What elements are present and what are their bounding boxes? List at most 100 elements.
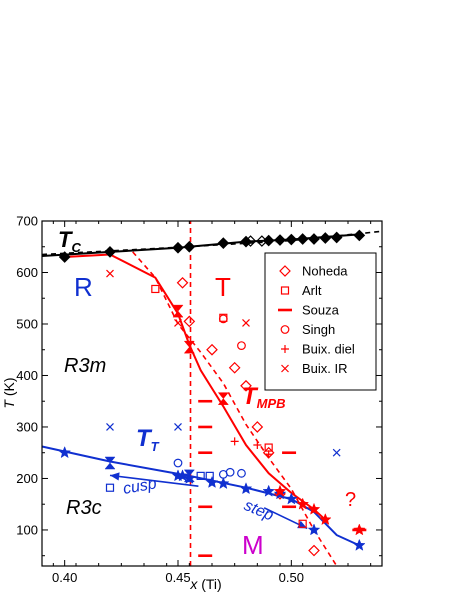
data-point-2-0 xyxy=(218,314,228,324)
data-point-14-0-shape xyxy=(244,235,257,247)
r3c-label: R3c xyxy=(66,497,102,519)
data-point-1-0 xyxy=(151,284,160,294)
legend-label-2: Souza xyxy=(302,303,340,318)
data-point-10-0 xyxy=(273,484,287,497)
data-point-9-6 xyxy=(239,482,253,495)
legend-marker-5 xyxy=(281,364,289,373)
data-point-3-1-shape xyxy=(253,440,262,449)
data-point-13-6-shape xyxy=(262,234,275,247)
y-axis-title-unit: (K) xyxy=(1,377,17,396)
data-point-12-0-shape xyxy=(104,456,116,470)
data-point-9-0 xyxy=(58,446,72,459)
data-point-10-1 xyxy=(296,497,310,510)
data-point-0-3-shape xyxy=(228,361,241,374)
data-point-4-1 xyxy=(174,319,182,327)
series-7 xyxy=(173,458,246,479)
data-point-13-2-shape xyxy=(172,241,184,254)
legend-items: Noheda Arlt Souza Singh Buix. diel Buix. IR xyxy=(278,264,355,376)
legend-label-0: Noheda xyxy=(302,264,348,279)
tt-label-sub: T xyxy=(151,439,160,454)
data-point-13-4-shape xyxy=(217,237,230,249)
series-5 xyxy=(106,423,341,457)
axis-ticks: 0.40 0.45 0.50 100 200 300 400 500 600 700 xyxy=(16,214,382,585)
data-point-4-0 xyxy=(106,269,114,278)
tmpb-label-main: T xyxy=(242,383,259,410)
data-point-13-2 xyxy=(172,241,184,254)
x-tick-label-2: 0.50 xyxy=(279,570,304,585)
data-point-9-5 xyxy=(216,476,230,490)
data-point-9-5-shape xyxy=(216,476,230,490)
data-point-12-1-shape xyxy=(183,469,195,483)
data-point-13-1-shape xyxy=(104,246,116,258)
data-point-5-0 xyxy=(106,423,114,431)
question-mark-label: ? xyxy=(345,489,356,511)
data-point-2-1-shape xyxy=(237,341,246,351)
tt-label-main: T xyxy=(136,425,153,452)
data-point-0-8-shape xyxy=(308,544,320,557)
data-point-10-1-shape xyxy=(296,497,310,510)
data-point-13-7 xyxy=(274,234,286,246)
x-axis-title-main: x xyxy=(189,576,198,592)
legend-marker-1 xyxy=(280,286,290,295)
data-point-13-13 xyxy=(353,229,366,242)
curve-1 xyxy=(41,230,383,256)
y-tick-label-2: 300 xyxy=(16,419,38,434)
legend-marker-1-shape xyxy=(280,286,290,295)
x-tick-label-0: 0.40 xyxy=(52,570,77,585)
legend-label-1: Arlt xyxy=(302,283,322,298)
data-point-11-1 xyxy=(183,340,195,354)
legend-label-3: Singh xyxy=(302,322,335,337)
step-label: step xyxy=(241,497,276,525)
x-axis-title: x (Ti) xyxy=(189,576,221,592)
data-point-4-1-shape xyxy=(174,319,182,327)
arrow-0 xyxy=(109,472,199,487)
arrow-0-shaft xyxy=(109,474,199,487)
data-point-1-3-shape xyxy=(298,519,307,528)
data-point-6-0-shape xyxy=(105,483,115,492)
data-point-5-0-shape xyxy=(106,423,114,431)
data-point-13-1 xyxy=(104,246,116,258)
data-point-9-7-shape xyxy=(262,484,276,497)
data-point-11-0-shape xyxy=(172,304,184,318)
data-point-13-8-shape xyxy=(285,233,298,246)
data-point-9-11-shape xyxy=(352,538,366,551)
data-point-10-0-shape xyxy=(273,484,287,497)
m-phase-label: M xyxy=(242,530,264,560)
tmpb-label: TMPB xyxy=(242,383,286,411)
data-point-10-2 xyxy=(307,502,321,515)
series-4 xyxy=(106,269,250,327)
data-point-3-0-shape xyxy=(230,437,239,446)
data-point-5-2 xyxy=(332,448,341,457)
data-point-13-8 xyxy=(285,233,298,246)
data-point-0-2 xyxy=(206,343,218,356)
data-point-13-10 xyxy=(308,233,320,245)
data-point-14-1 xyxy=(256,235,268,247)
data-point-13-10-shape xyxy=(308,233,320,245)
data-point-13-11-shape xyxy=(319,232,332,244)
y-tick-label-0: 100 xyxy=(16,522,38,537)
data-point-0-0 xyxy=(176,276,189,289)
data-point-11-1-shape xyxy=(183,340,195,354)
data-point-13-0 xyxy=(58,251,71,263)
data-point-7-3 xyxy=(237,468,246,478)
legend-marker-3 xyxy=(280,325,290,334)
series-9 xyxy=(58,446,366,551)
legend-marker-4-shape xyxy=(281,345,289,353)
data-point-6-0 xyxy=(105,483,115,492)
r-phase-label: R xyxy=(74,272,93,302)
data-point-0-4-shape xyxy=(240,379,252,392)
data-point-5-1 xyxy=(174,423,182,431)
data-point-6-1-shape xyxy=(196,471,205,480)
series-3 xyxy=(230,437,273,459)
data-point-13-11 xyxy=(319,232,332,244)
data-point-7-0-shape xyxy=(173,458,183,468)
data-point-10-2-shape xyxy=(307,502,321,515)
data-point-2-1 xyxy=(237,341,246,351)
data-point-9-11 xyxy=(352,538,366,551)
data-point-7-3-shape xyxy=(237,468,246,478)
data-point-13-12-shape xyxy=(330,231,343,244)
data-point-0-2-shape xyxy=(206,343,218,356)
data-point-9-10 xyxy=(307,523,321,536)
data-point-13-0-shape xyxy=(58,251,71,263)
